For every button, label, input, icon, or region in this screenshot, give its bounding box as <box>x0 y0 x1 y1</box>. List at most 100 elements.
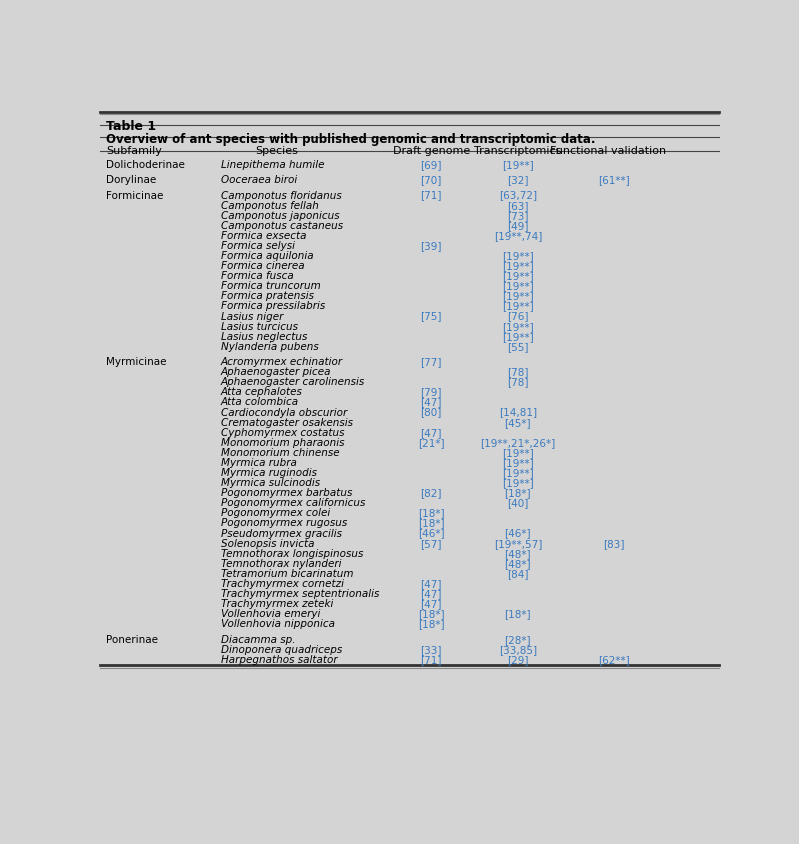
Text: [19**]: [19**] <box>502 447 534 457</box>
Text: Formicinae: Formicinae <box>106 190 164 200</box>
Text: Formica exsecta: Formica exsecta <box>221 230 306 241</box>
Text: Formica truncorum: Formica truncorum <box>221 281 320 291</box>
Text: Trachymyrmex cornetzi: Trachymyrmex cornetzi <box>221 578 344 588</box>
Text: Atta cephalotes: Atta cephalotes <box>221 387 303 397</box>
Text: [33,85]: [33,85] <box>499 644 537 654</box>
Text: Functional validation: Functional validation <box>550 145 666 155</box>
Text: [61**]: [61**] <box>598 175 630 185</box>
Text: [69]: [69] <box>420 160 442 170</box>
Text: Overview of ant species with published genomic and transcriptomic data.: Overview of ant species with published g… <box>106 133 595 145</box>
Text: Linepithema humile: Linepithema humile <box>221 160 324 170</box>
Text: Lasius neglectus: Lasius neglectus <box>221 332 307 341</box>
Text: Formica fusca: Formica fusca <box>221 271 293 281</box>
Text: [19**]: [19**] <box>502 322 534 331</box>
Text: Trachymyrmex septentrionalis: Trachymyrmex septentrionalis <box>221 588 379 598</box>
Text: [63]: [63] <box>507 200 529 210</box>
Text: [19**]: [19**] <box>502 468 534 478</box>
Text: [48*]: [48*] <box>504 548 531 558</box>
Text: Species: Species <box>255 145 298 155</box>
Text: [47]: [47] <box>420 397 442 407</box>
Text: Pogonomyrmex barbatus: Pogonomyrmex barbatus <box>221 488 352 498</box>
Text: [19**]: [19**] <box>502 251 534 261</box>
Text: [71]: [71] <box>420 654 442 664</box>
Text: [78]: [78] <box>507 367 529 376</box>
Text: Atta colombica: Atta colombica <box>221 397 299 407</box>
Text: [73]: [73] <box>507 210 529 220</box>
Text: Ooceraea biroi: Ooceraea biroi <box>221 175 297 185</box>
Text: [19**]: [19**] <box>502 301 534 311</box>
Text: Pogonomyrmex californicus: Pogonomyrmex californicus <box>221 498 365 508</box>
Text: Harpegnathos saltator: Harpegnathos saltator <box>221 654 337 664</box>
Text: Dorylinae: Dorylinae <box>106 175 157 185</box>
Text: Camponotus japonicus: Camponotus japonicus <box>221 210 340 220</box>
Text: Myrmica rubra: Myrmica rubra <box>221 457 296 468</box>
Text: Camponotus castaneus: Camponotus castaneus <box>221 220 343 230</box>
Text: [70]: [70] <box>420 175 442 185</box>
Text: [47]: [47] <box>420 427 442 437</box>
Text: [40]: [40] <box>507 498 529 508</box>
Text: [62**]: [62**] <box>598 654 630 664</box>
Text: [47]: [47] <box>420 588 442 598</box>
Text: Formica pratensis: Formica pratensis <box>221 291 314 301</box>
Text: [57]: [57] <box>420 538 442 548</box>
Text: Pogonomyrmex colei: Pogonomyrmex colei <box>221 508 330 517</box>
Text: Formica pressilabris: Formica pressilabris <box>221 301 325 311</box>
Text: Aphaenogaster picea: Aphaenogaster picea <box>221 367 331 376</box>
Text: [18*]: [18*] <box>418 609 444 619</box>
Text: [18*]: [18*] <box>418 518 444 528</box>
Text: [55]: [55] <box>507 342 529 351</box>
Text: [47]: [47] <box>420 578 442 588</box>
Text: [18*]: [18*] <box>504 609 531 619</box>
Text: Myrmica ruginodis: Myrmica ruginodis <box>221 468 316 478</box>
Text: Crematogaster osakensis: Crematogaster osakensis <box>221 417 352 427</box>
Text: Lasius turcicus: Lasius turcicus <box>221 322 297 331</box>
Text: Draft genome: Draft genome <box>392 145 470 155</box>
Text: Pogonomyrmex rugosus: Pogonomyrmex rugosus <box>221 518 347 528</box>
Text: [33]: [33] <box>420 644 442 654</box>
Text: [19**]: [19**] <box>502 160 534 170</box>
Text: Myrmicinae: Myrmicinae <box>106 357 166 366</box>
Text: [18*]: [18*] <box>418 619 444 629</box>
Text: Camponotus fellah: Camponotus fellah <box>221 200 319 210</box>
Text: Formica selysi: Formica selysi <box>221 241 295 251</box>
Text: Cyphomyrmex costatus: Cyphomyrmex costatus <box>221 427 344 437</box>
Text: [19**]: [19**] <box>502 271 534 281</box>
Text: [39]: [39] <box>420 241 442 251</box>
Text: [49]: [49] <box>507 220 529 230</box>
Text: Solenopsis invicta: Solenopsis invicta <box>221 538 314 548</box>
Text: Formica aquilonia: Formica aquilonia <box>221 251 313 261</box>
Text: [19**]: [19**] <box>502 478 534 488</box>
Text: [19**]: [19**] <box>502 291 534 301</box>
Text: Dolichoderinae: Dolichoderinae <box>106 160 185 170</box>
Text: Monomorium pharaonis: Monomorium pharaonis <box>221 437 344 447</box>
Text: [79]: [79] <box>420 387 442 397</box>
Text: [29]: [29] <box>507 654 529 664</box>
Text: [76]: [76] <box>507 311 529 322</box>
Text: [28*]: [28*] <box>504 634 531 644</box>
Text: [32]: [32] <box>507 175 529 185</box>
Text: Myrmica sulcinodis: Myrmica sulcinodis <box>221 478 320 488</box>
Text: [19**,57]: [19**,57] <box>494 538 542 548</box>
Text: Pseudomyrmex gracilis: Pseudomyrmex gracilis <box>221 528 342 538</box>
Text: [71]: [71] <box>420 190 442 200</box>
Text: Temnothorax nylanderi: Temnothorax nylanderi <box>221 558 341 568</box>
Text: [46*]: [46*] <box>418 528 444 538</box>
Text: [48*]: [48*] <box>504 558 531 568</box>
Text: [19**]: [19**] <box>502 332 534 341</box>
Text: [18*]: [18*] <box>504 488 531 498</box>
Text: Ponerinae: Ponerinae <box>106 634 158 644</box>
Text: Monomorium chinense: Monomorium chinense <box>221 447 340 457</box>
Text: [63,72]: [63,72] <box>499 190 537 200</box>
Text: [82]: [82] <box>420 488 442 498</box>
Text: Cardiocondyla obscurior: Cardiocondyla obscurior <box>221 407 347 417</box>
Text: Tetramorium bicarinatum: Tetramorium bicarinatum <box>221 568 353 578</box>
Text: Subfamily: Subfamily <box>106 145 162 155</box>
Text: Nylanderia pubens: Nylanderia pubens <box>221 342 318 351</box>
Text: Table 1: Table 1 <box>106 120 156 133</box>
Text: [19**]: [19**] <box>502 281 534 291</box>
Text: [19**]: [19**] <box>502 261 534 271</box>
Text: [19**,74]: [19**,74] <box>494 230 542 241</box>
Text: [78]: [78] <box>507 376 529 387</box>
Text: [45*]: [45*] <box>504 417 531 427</box>
Text: Vollenhovia nipponica: Vollenhovia nipponica <box>221 619 335 629</box>
